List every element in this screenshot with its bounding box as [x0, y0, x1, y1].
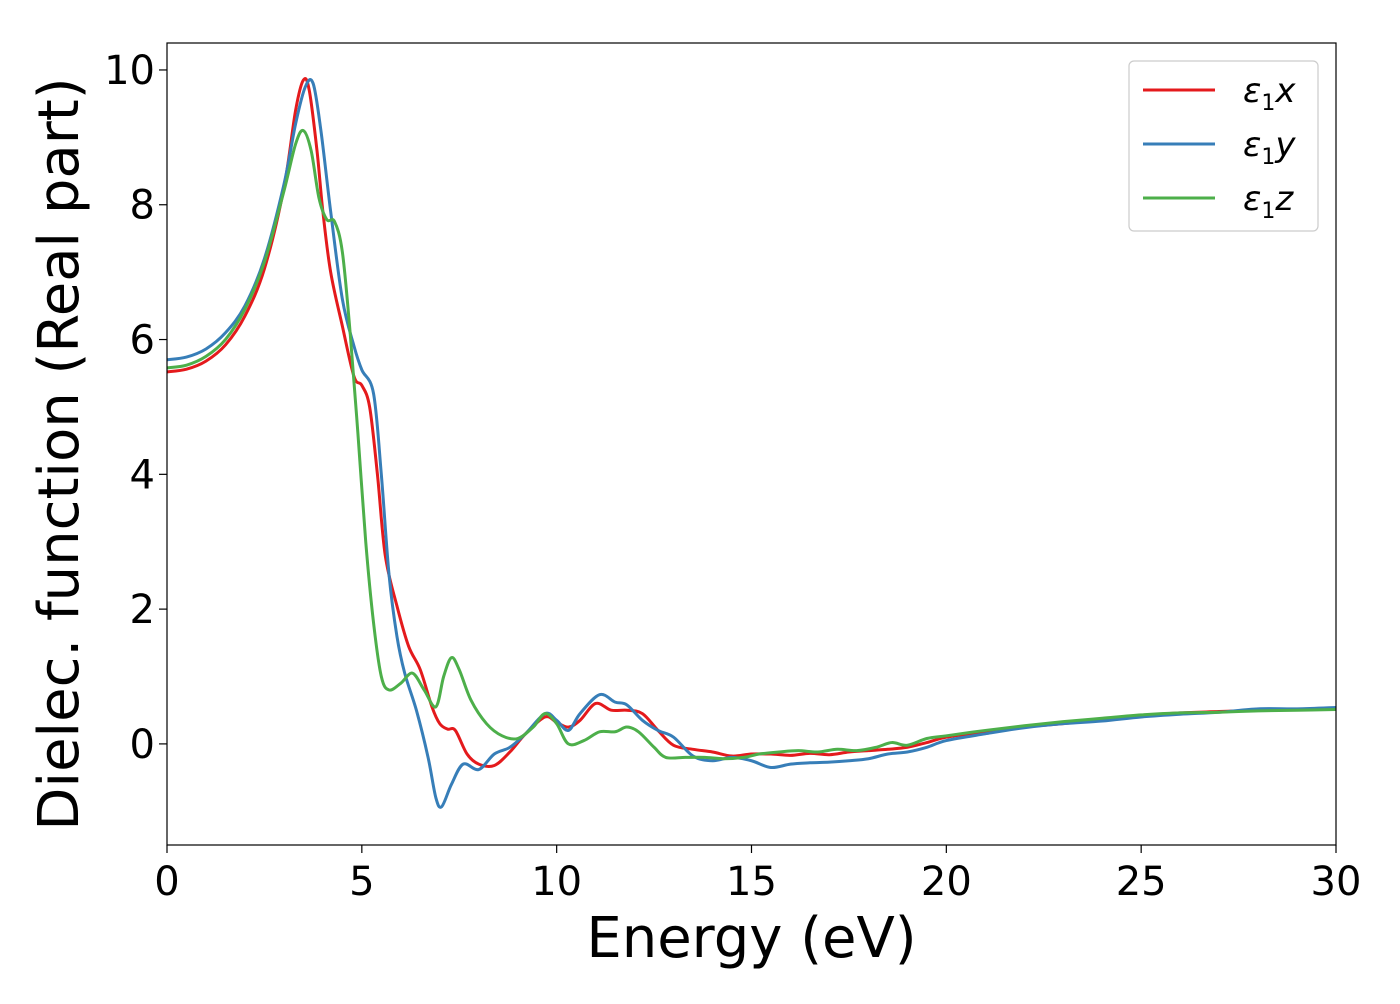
legend-label-subscript: 1: [1261, 145, 1275, 170]
y-tick-label: 2: [130, 587, 155, 633]
series-layer: [167, 77, 1336, 809]
legend-label-base: ε: [1243, 179, 1261, 219]
legend-label-variable: x: [1274, 71, 1296, 111]
y-tick-label: 10: [104, 48, 155, 94]
y-tick-label: 0: [130, 722, 155, 768]
legend-label-base: ε: [1243, 71, 1261, 111]
legend-label-variable: y: [1274, 125, 1296, 165]
x-tick-label: 15: [726, 859, 777, 905]
legend-box: [1128, 60, 1319, 232]
x-tick-label: 0: [154, 859, 179, 905]
y-tick-label: 8: [130, 183, 155, 229]
legend-label-subscript: 1: [1261, 91, 1275, 116]
legend-label-z: ε1z: [1243, 179, 1294, 224]
x-tick-label: 10: [531, 859, 582, 905]
legend-label-y: ε1y: [1243, 125, 1296, 170]
x-tick-label: 20: [921, 859, 972, 905]
series-line-z: [167, 128, 1336, 761]
x-tick-label: 30: [1311, 859, 1362, 905]
legend-label-base: ε: [1243, 125, 1261, 165]
x-axis-label: Energy (eV): [586, 906, 916, 971]
legend-label-variable: z: [1274, 179, 1294, 219]
legend-label-x: ε1x: [1243, 71, 1296, 116]
series-line-y: [167, 78, 1336, 809]
y-tick-label: 4: [130, 452, 155, 498]
x-tick-label: 25: [1116, 859, 1167, 905]
y-tick-label: 6: [130, 318, 155, 364]
y-axis-ticks: 0 2 4 6 8 10: [104, 48, 167, 768]
y-axis-label: Dielec. function (Real part): [27, 77, 92, 830]
x-axis-ticks: 0 5 10 15 20 25 30: [154, 845, 1361, 905]
x-tick-label: 5: [349, 859, 374, 905]
legend-label-subscript: 1: [1261, 199, 1275, 224]
